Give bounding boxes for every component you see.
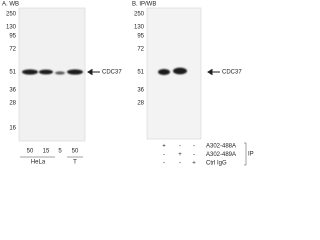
- lane-label: 5: [58, 149, 62, 155]
- band: [173, 67, 187, 75]
- lane-label: 50: [72, 149, 79, 155]
- cell: +: [178, 152, 182, 158]
- row-label: A302-489A: [206, 152, 236, 158]
- band: [55, 71, 65, 75]
- band: [67, 69, 83, 75]
- cell: -: [163, 152, 165, 158]
- marker-label: 130: [6, 25, 17, 31]
- cell: -: [193, 144, 195, 150]
- band: [39, 69, 53, 75]
- cell: -: [179, 161, 181, 167]
- page: A. WB B. IP/WB CDC37 CDC37 250 130 95 72 51 3…: [2, 1, 254, 167]
- lane-label: 50: [27, 149, 34, 155]
- cell: +: [192, 161, 196, 167]
- group-label: HeLa: [31, 160, 46, 166]
- side-label: IP: [248, 152, 254, 158]
- marker-label: 72: [137, 47, 144, 53]
- marker-label: 36: [137, 88, 144, 94]
- marker-label: 95: [9, 34, 16, 40]
- marker-label: 130: [134, 25, 145, 31]
- marker-label: 28: [137, 101, 144, 107]
- target-a: CDC37: [102, 70, 122, 76]
- panel-a-title: A. WB: [2, 2, 19, 8]
- arrow-b: [207, 68, 220, 76]
- marker-label: 95: [137, 34, 144, 40]
- lane-label: 15: [43, 149, 50, 155]
- marker-label: 28: [9, 101, 16, 107]
- cell: -: [193, 152, 195, 158]
- marker-label: 16: [9, 126, 16, 132]
- target-b: CDC37: [222, 70, 242, 76]
- marker-label: 250: [6, 12, 17, 18]
- band: [22, 69, 38, 75]
- cell: -: [163, 161, 165, 167]
- marker-label: 36: [9, 88, 16, 94]
- band: [158, 69, 170, 75]
- marker-label: 51: [9, 70, 16, 76]
- panel-b-title: B. IP/WB: [132, 2, 156, 8]
- figure: A. WB B. IP/WB CDC37 CDC37 2501309572513…: [2, 2, 254, 167]
- row-label: A302-488A: [206, 144, 236, 150]
- marker-label: 250: [134, 12, 145, 18]
- row-label: Ctrl IgG: [206, 161, 227, 167]
- blot-b: [146, 7, 202, 140]
- cell: -: [179, 144, 181, 150]
- arrow-a: [87, 68, 100, 76]
- group-label: T: [73, 160, 77, 166]
- marker-label: 72: [9, 47, 16, 53]
- cell: +: [162, 144, 166, 150]
- marker-label: 51: [137, 70, 144, 76]
- ip-bracket: [244, 142, 247, 166]
- bands: [22, 67, 187, 75]
